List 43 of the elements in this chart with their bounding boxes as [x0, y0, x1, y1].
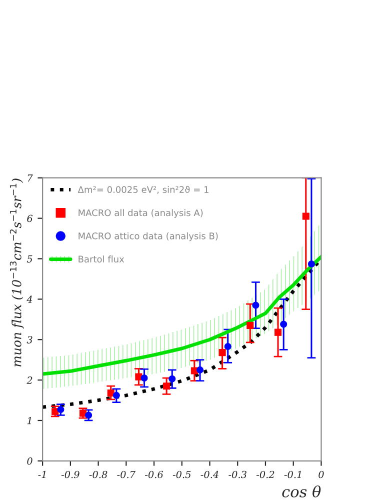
point	[302, 212, 310, 220]
x-axis-title: cos θ	[282, 485, 321, 498]
y-tick-label: 0	[27, 457, 32, 465]
point	[280, 320, 288, 328]
point	[135, 373, 142, 380]
legend-label: MACRO attico data (analysis B)	[78, 232, 218, 242]
y-tick-label: 5	[26, 255, 32, 263]
x-tick-label: -0.9	[61, 470, 80, 478]
point	[140, 374, 148, 382]
legend-label: Δm²= 0.0025 eV², sin²2ϑ = 1	[78, 186, 208, 194]
x-tick-label: -0.3	[228, 470, 246, 478]
y-tick-label: 4	[26, 296, 32, 303]
point	[246, 322, 254, 329]
y-tick-label: 6	[27, 214, 33, 222]
x-tick-label: -0.6	[145, 470, 164, 478]
point	[112, 392, 120, 399]
point	[168, 375, 176, 382]
y-tick-label: 7	[28, 174, 33, 182]
x-tick-label: 0	[318, 470, 324, 478]
point	[274, 328, 282, 336]
point	[252, 302, 260, 309]
point	[218, 349, 226, 356]
point	[308, 260, 315, 268]
point	[85, 412, 92, 419]
point	[57, 406, 64, 414]
point	[196, 366, 204, 374]
x-tick-label: -0.1	[284, 470, 301, 478]
line-series	[42, 254, 322, 376]
text: muon flux (10$^{−13}$cm$^{−2}$s$^{−1}$sr$^{−1}$)	[10, 178, 24, 366]
x-tick-label: -0.8	[89, 470, 108, 478]
point	[52, 408, 59, 416]
x-tick-label: -1	[38, 470, 46, 478]
y-tick-label: 2	[26, 376, 32, 384]
x-tick-label: -0.7	[117, 470, 136, 478]
legend-label: Bartol flux	[78, 256, 124, 263]
x-tick-label: -0.2	[256, 470, 274, 478]
point	[163, 382, 170, 390]
legend-label: MACRO all data (analysis A)	[78, 209, 203, 218]
x-tick-label: -0.5	[172, 470, 191, 478]
y-tick-label: 3	[26, 336, 32, 344]
point	[224, 342, 232, 350]
x-tick-label: -0.4	[200, 470, 218, 478]
y-tick-label: 1	[27, 416, 31, 424]
